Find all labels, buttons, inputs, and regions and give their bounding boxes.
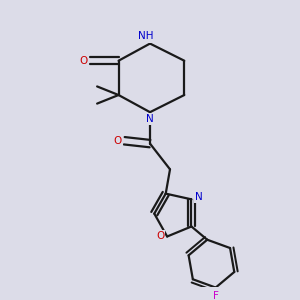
- Text: O: O: [156, 232, 164, 242]
- Text: NH: NH: [138, 32, 154, 41]
- Text: O: O: [80, 56, 88, 66]
- Text: O: O: [114, 136, 122, 146]
- Text: N: N: [195, 192, 203, 202]
- Text: N: N: [146, 114, 154, 124]
- Text: F: F: [213, 291, 219, 300]
